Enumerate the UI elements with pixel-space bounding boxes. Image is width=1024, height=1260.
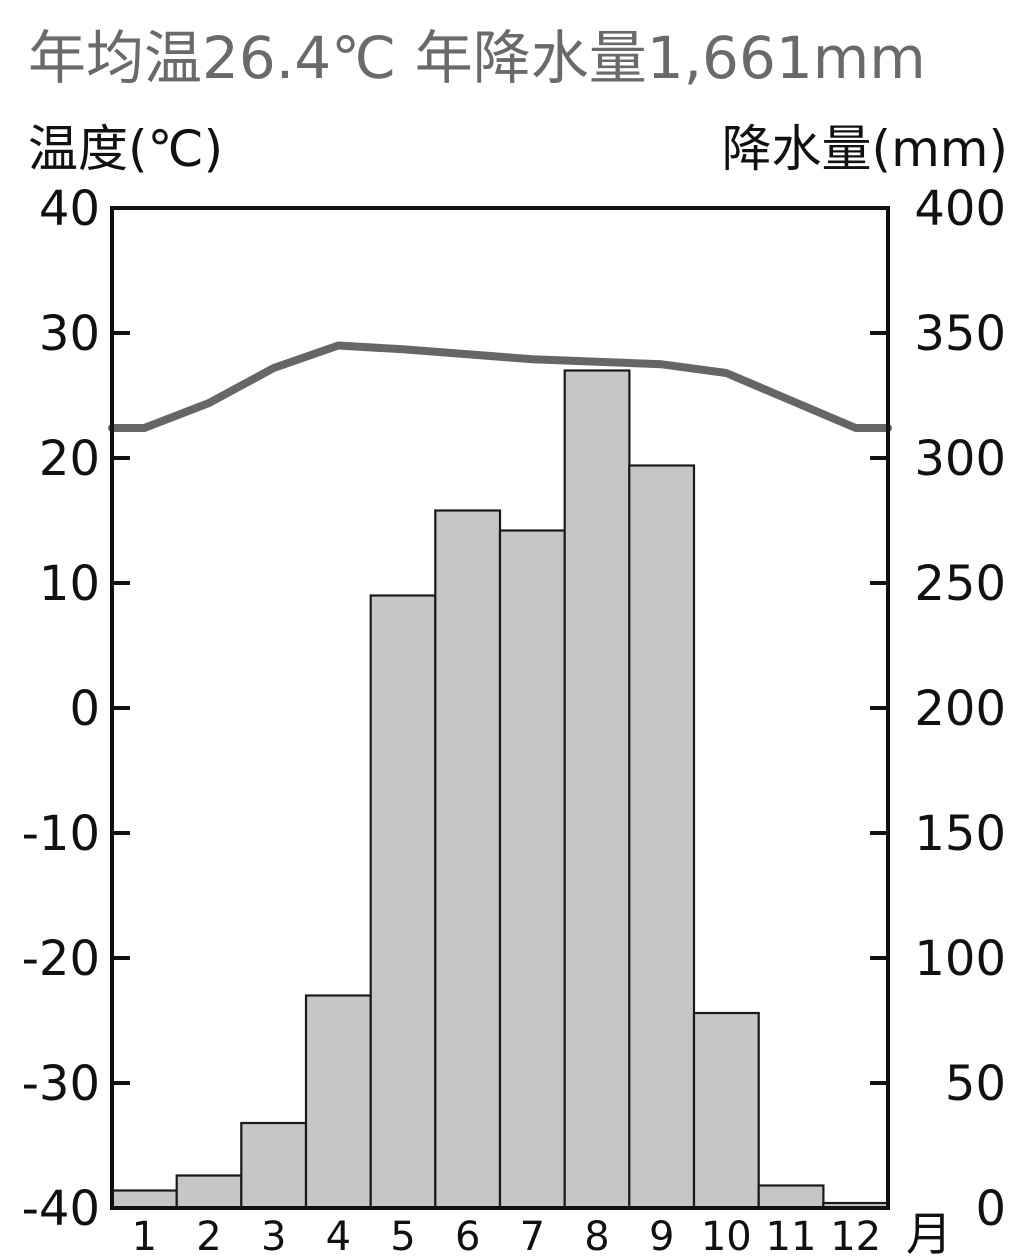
month-label-8: 8 (584, 1214, 609, 1260)
left-tick-label: -20 (22, 931, 100, 987)
left-tick-label: 0 (69, 681, 100, 737)
right-tick-label: 150 (914, 806, 1006, 862)
right-tick-label: 50 (945, 1056, 1006, 1112)
left-tick-label: 20 (39, 431, 100, 487)
temperature-point-3 (272, 366, 276, 370)
left-tick-label: -30 (22, 1056, 100, 1112)
left-tick-label: -10 (22, 806, 100, 862)
right-axis-ticks: 400 350 300 250 200 150 100 50 0 (870, 181, 1006, 1237)
month-labels: 1 2 3 4 5 6 7 8 9 10 11 12 (132, 1214, 882, 1260)
plot-frame (110, 206, 890, 1210)
month-label-9: 9 (649, 1214, 674, 1260)
temperature-point-5 (401, 347, 405, 351)
right-tick-label: 100 (914, 931, 1006, 987)
precipitation-bar-6 (434, 509, 502, 1210)
precipitation-bar-10 (692, 1011, 760, 1210)
right-tick-label: 200 (914, 681, 1006, 737)
month-label-11: 11 (766, 1214, 817, 1260)
precipitation-bars (110, 369, 890, 1210)
temperature-point-8 (595, 360, 599, 364)
right-tick-label: 300 (914, 431, 1006, 487)
precipitation-bar-5 (369, 594, 437, 1210)
left-tick-label: -40 (22, 1181, 100, 1237)
chart-title: 年均温26.4℃ 年降水量1,661mm (28, 24, 926, 92)
month-label-4: 4 (326, 1214, 351, 1260)
left-axis-title: 温度(℃) (28, 120, 223, 178)
left-tick-label: 30 (39, 306, 100, 362)
month-label-3: 3 (261, 1214, 286, 1260)
right-tick-label: 400 (914, 181, 1006, 237)
month-label-5: 5 (390, 1214, 415, 1260)
temperature-point-10 (724, 371, 728, 375)
right-tick-label: 250 (914, 556, 1006, 612)
temperature-point-9 (660, 362, 664, 366)
temperature-point-7 (530, 357, 534, 361)
precipitation-bar-4 (304, 994, 372, 1210)
precipitation-bar-3 (240, 1121, 308, 1210)
month-label-2: 2 (196, 1214, 221, 1260)
precipitation-bar-7 (498, 529, 566, 1210)
temperature-point-4 (336, 344, 340, 347)
temperature-point-12 (854, 426, 858, 430)
precipitation-bar-2 (175, 1174, 243, 1210)
precipitation-bar-1 (110, 1189, 178, 1210)
left-tick-label: 10 (39, 556, 100, 612)
temperature-line (108, 341, 892, 432)
month-label-10: 10 (701, 1214, 752, 1260)
month-label-1: 1 (132, 1214, 157, 1260)
right-axis-title: 降水量(mm) (722, 120, 1008, 178)
precipitation-bar-8 (563, 369, 631, 1210)
month-label-7: 7 (520, 1214, 545, 1260)
temperature-line-group (108, 341, 892, 432)
plot-border (110, 206, 890, 1210)
temperature-point-2 (207, 401, 211, 405)
right-tick-label: 0 (975, 1181, 1006, 1237)
precipitation-bar-9 (628, 464, 696, 1210)
month-unit-label: 月 (906, 1207, 952, 1260)
temperature-point-6 (466, 352, 470, 356)
month-label-6: 6 (455, 1214, 480, 1260)
right-tick-label: 350 (914, 306, 1006, 362)
month-label-12: 12 (830, 1214, 881, 1260)
left-axis-ticks: 40 30 20 10 0 -10 -20 -30 -40 (22, 181, 130, 1237)
precipitation-bar-11 (757, 1184, 825, 1210)
temperature-point-1 (142, 426, 146, 430)
temperature-point-11 (789, 399, 793, 402)
left-tick-label: 40 (39, 181, 100, 237)
